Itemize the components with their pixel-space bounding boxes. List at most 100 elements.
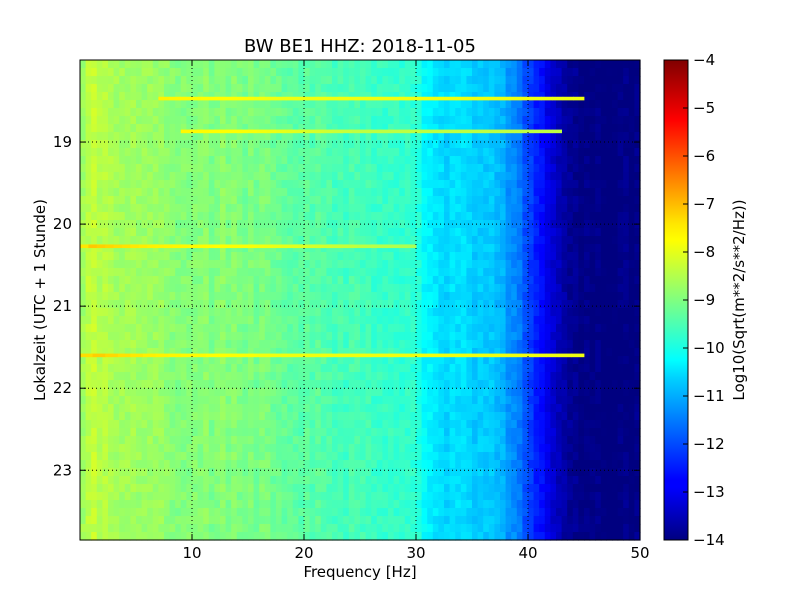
heatmap-cell [522, 196, 529, 205]
heatmap-cell [494, 388, 501, 397]
heatmap-cell [393, 124, 400, 133]
heatmap-cell [253, 468, 260, 477]
heatmap-cell [388, 260, 395, 269]
heatmap-cell [124, 76, 131, 85]
heatmap-cell [432, 204, 439, 213]
heatmap-cell [309, 396, 316, 405]
heatmap-cell [119, 156, 126, 165]
heatmap-cell [388, 212, 395, 221]
heatmap-cell [85, 100, 92, 109]
heatmap-cell [113, 188, 120, 197]
heatmap-cell [304, 164, 311, 173]
heatmap-cell [315, 356, 322, 365]
heatmap-cell [292, 340, 299, 349]
heatmap-cell [365, 532, 372, 541]
heatmap-cell [119, 532, 126, 541]
heatmap-cell [147, 340, 154, 349]
heatmap-cell [85, 148, 92, 157]
heatmap-cell [539, 100, 546, 109]
heatmap-cell [85, 332, 92, 341]
heatmap-cell [421, 180, 428, 189]
heatmap-cell [298, 476, 305, 485]
heatmap-cell [180, 292, 187, 301]
heatmap-cell [287, 124, 294, 133]
heatmap-cell [276, 276, 283, 285]
heatmap-cell [326, 212, 333, 221]
heatmap-cell [309, 228, 316, 237]
heatmap-cell [253, 284, 260, 293]
heatmap-cell [371, 172, 378, 181]
heatmap-cell [236, 292, 243, 301]
heatmap-cell [276, 460, 283, 469]
spectrogram-heatmap [80, 60, 641, 541]
heatmap-cell [399, 452, 406, 461]
heatmap-cell [192, 188, 199, 197]
heatmap-cell [208, 268, 215, 277]
heatmap-cell [214, 220, 221, 229]
heatmap-cell [119, 148, 126, 157]
heatmap-cell [343, 148, 350, 157]
heatmap-cell [365, 92, 372, 101]
heatmap-cell [113, 492, 120, 501]
heatmap-cell [382, 436, 389, 445]
heatmap-cell [404, 148, 411, 157]
heatmap-cell [136, 92, 143, 101]
heatmap-cell [488, 148, 495, 157]
heatmap-cell [292, 412, 299, 421]
heatmap-cell [337, 444, 344, 453]
heatmap-cell [141, 164, 148, 173]
heatmap-cell [248, 180, 255, 189]
heatmap-cell [141, 180, 148, 189]
heatmap-cell [175, 244, 182, 253]
heatmap-cell [393, 500, 400, 509]
heatmap-cell [516, 188, 523, 197]
heatmap-cell [220, 300, 227, 309]
heatmap-cell [231, 172, 238, 181]
heatmap-cell [382, 516, 389, 525]
heatmap-cell [533, 516, 540, 525]
heatmap-cell [264, 508, 271, 517]
heatmap-cell [455, 324, 462, 333]
heatmap-cell [85, 60, 92, 69]
heatmap-cell [432, 108, 439, 117]
heatmap-cell [522, 420, 529, 429]
heatmap-cell [432, 100, 439, 109]
heatmap-cell [516, 196, 523, 205]
heatmap-cell [393, 364, 400, 373]
heatmap-cell [539, 332, 546, 341]
heatmap-cell [427, 116, 434, 125]
heatmap-cell [85, 236, 92, 245]
heatmap-cell [208, 452, 215, 461]
heatmap-cell [337, 516, 344, 525]
heatmap-cell [180, 420, 187, 429]
heatmap-cell [494, 284, 501, 293]
heatmap-cell [203, 476, 210, 485]
heatmap-cell [399, 140, 406, 149]
heatmap-cell [365, 356, 372, 365]
heatmap-cell [500, 484, 507, 493]
heatmap-cell [421, 260, 428, 269]
heatmap-cell [360, 460, 367, 469]
heatmap-cell [236, 492, 243, 501]
heatmap-cell [175, 76, 182, 85]
heatmap-cell [460, 68, 467, 77]
heatmap-cell [332, 428, 339, 437]
heatmap-cell [304, 412, 311, 421]
heatmap-cell [533, 164, 540, 173]
heatmap-cell [488, 380, 495, 389]
heatmap-cell [533, 260, 540, 269]
heatmap-cell [298, 148, 305, 157]
heatmap-cell [259, 452, 266, 461]
heatmap-cell [292, 268, 299, 277]
heatmap-cell [427, 156, 434, 165]
heatmap-cell [466, 220, 473, 229]
heatmap-cell [320, 492, 327, 501]
heatmap-cell [460, 172, 467, 181]
heatmap-cell [225, 348, 232, 357]
heatmap-cell [164, 420, 171, 429]
heatmap-cell [399, 300, 406, 309]
heatmap-cell [108, 300, 115, 309]
heatmap-cell [337, 92, 344, 101]
heatmap-cell [444, 252, 451, 261]
heatmap-cell [483, 196, 490, 205]
